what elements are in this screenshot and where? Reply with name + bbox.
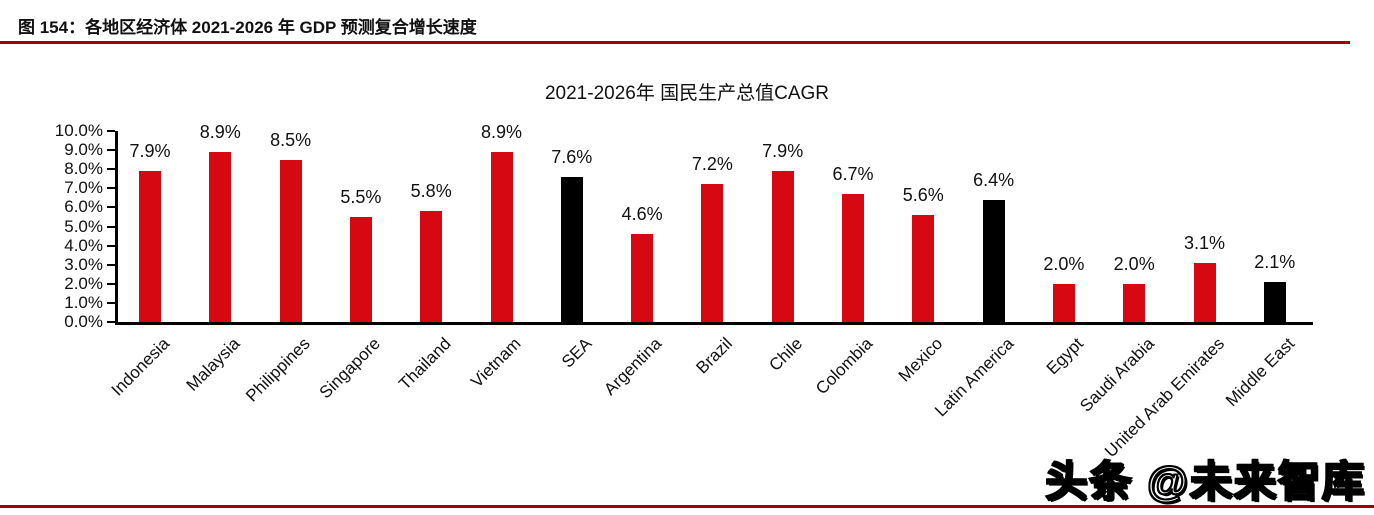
bar-value-label: 4.6%	[621, 204, 663, 225]
bar-value-label: 5.5%	[340, 186, 382, 207]
bar-value-label: 7.9%	[762, 141, 804, 162]
y-axis-tick	[107, 187, 115, 190]
bar-value-label: 6.4%	[973, 169, 1015, 190]
y-axis-label: 6.0%	[64, 197, 103, 217]
watermark-text: 头条 @未来智库	[1044, 457, 1366, 506]
y-axis-label: 1.0%	[64, 292, 103, 312]
x-axis-label: Indonesia	[107, 334, 174, 400]
y-axis-tick	[107, 206, 115, 209]
bar-saudi-arabia	[1123, 283, 1146, 322]
bar-argentina	[631, 234, 654, 322]
bar-united-arab-emirates	[1193, 262, 1216, 322]
bottom-rule-line	[0, 505, 1374, 508]
y-axis-label: 4.0%	[64, 235, 103, 255]
bar-value-label: 7.9%	[129, 141, 171, 162]
bar-philippines	[279, 159, 302, 322]
y-axis-tick	[107, 168, 115, 171]
bar-brazil	[701, 184, 724, 322]
bar-sea	[560, 176, 583, 322]
bar-value-label: 6.7%	[832, 164, 874, 185]
y-axis-tick	[107, 263, 115, 266]
y-axis-label: 9.0%	[64, 140, 103, 160]
header-rule-line	[0, 41, 1350, 44]
bar-colombia	[842, 194, 864, 322]
bar-chile	[771, 171, 794, 322]
bar-malaysia	[209, 152, 232, 322]
y-axis-tick	[107, 282, 115, 285]
x-axis-label: Egypt	[1043, 334, 1088, 379]
bar-value-label: 3.1%	[1183, 232, 1226, 253]
figure-title: 图 154：各地区经济体 2021-2026 年 GDP 预测复合增长速度	[18, 18, 477, 37]
x-axis-label: Argentina	[600, 334, 666, 399]
bar-latin-america	[982, 199, 1005, 322]
y-axis-tick	[107, 321, 115, 323]
bar-value-label: 7.2%	[691, 154, 733, 175]
x-axis-label: Singapore	[316, 334, 385, 403]
y-axis-label: 8.0%	[64, 159, 103, 179]
y-axis-tick	[107, 130, 115, 132]
x-axis-label: SEA	[557, 334, 596, 372]
x-axis-label: Mexico	[895, 334, 947, 386]
bar-vietnam	[490, 152, 513, 322]
chart-title: 2021-2026年 国民生产总值CAGR	[544, 83, 830, 104]
x-axis-label: Brazil	[692, 334, 736, 378]
bar-value-label: 8.5%	[270, 129, 312, 150]
y-axis-label: 0.0%	[64, 312, 103, 331]
y-axis-tick	[107, 244, 115, 247]
bar-value-label: 8.9%	[480, 122, 523, 142]
bar-thailand	[420, 211, 443, 322]
x-axis-label: Chile	[765, 334, 807, 375]
x-axis-label: Thailand	[395, 334, 455, 394]
x-axis-label: Middle East	[1222, 334, 1299, 411]
bar-value-label: 2.1%	[1254, 251, 1296, 272]
bar-value-label: 8.9%	[199, 122, 241, 142]
x-axis-line	[115, 322, 1313, 325]
bar-value-label: 2.0%	[1043, 253, 1085, 274]
y-axis-label: 3.0%	[64, 254, 103, 274]
bar-middle-east	[1263, 281, 1286, 322]
bar-value-label: 5.8%	[410, 181, 452, 202]
bar-mexico	[912, 215, 935, 322]
bar-value-label: 7.6%	[551, 146, 593, 167]
x-axis-label: United Arab Emirates	[1100, 334, 1228, 462]
x-axis-label: Philippines	[242, 334, 315, 406]
y-axis-label: 5.0%	[64, 216, 103, 236]
bar-value-label: 2.0%	[1113, 253, 1155, 274]
y-axis-line	[115, 131, 118, 325]
bar-egypt	[1052, 283, 1075, 322]
y-axis-label: 7.0%	[64, 178, 103, 198]
x-axis-label: Vietnam	[467, 334, 525, 392]
y-axis-tick	[107, 301, 115, 304]
y-axis-tick	[107, 149, 115, 152]
x-axis-label: Malaysia	[182, 334, 244, 395]
y-axis-label: 2.0%	[64, 273, 103, 293]
bar-value-label: 5.6%	[902, 185, 944, 206]
x-axis-label: Colombia	[812, 334, 877, 399]
y-axis-tick	[107, 225, 115, 228]
bar-indonesia	[139, 171, 161, 322]
y-axis-label: 10.0%	[54, 121, 103, 140]
bar-singapore	[349, 216, 372, 322]
